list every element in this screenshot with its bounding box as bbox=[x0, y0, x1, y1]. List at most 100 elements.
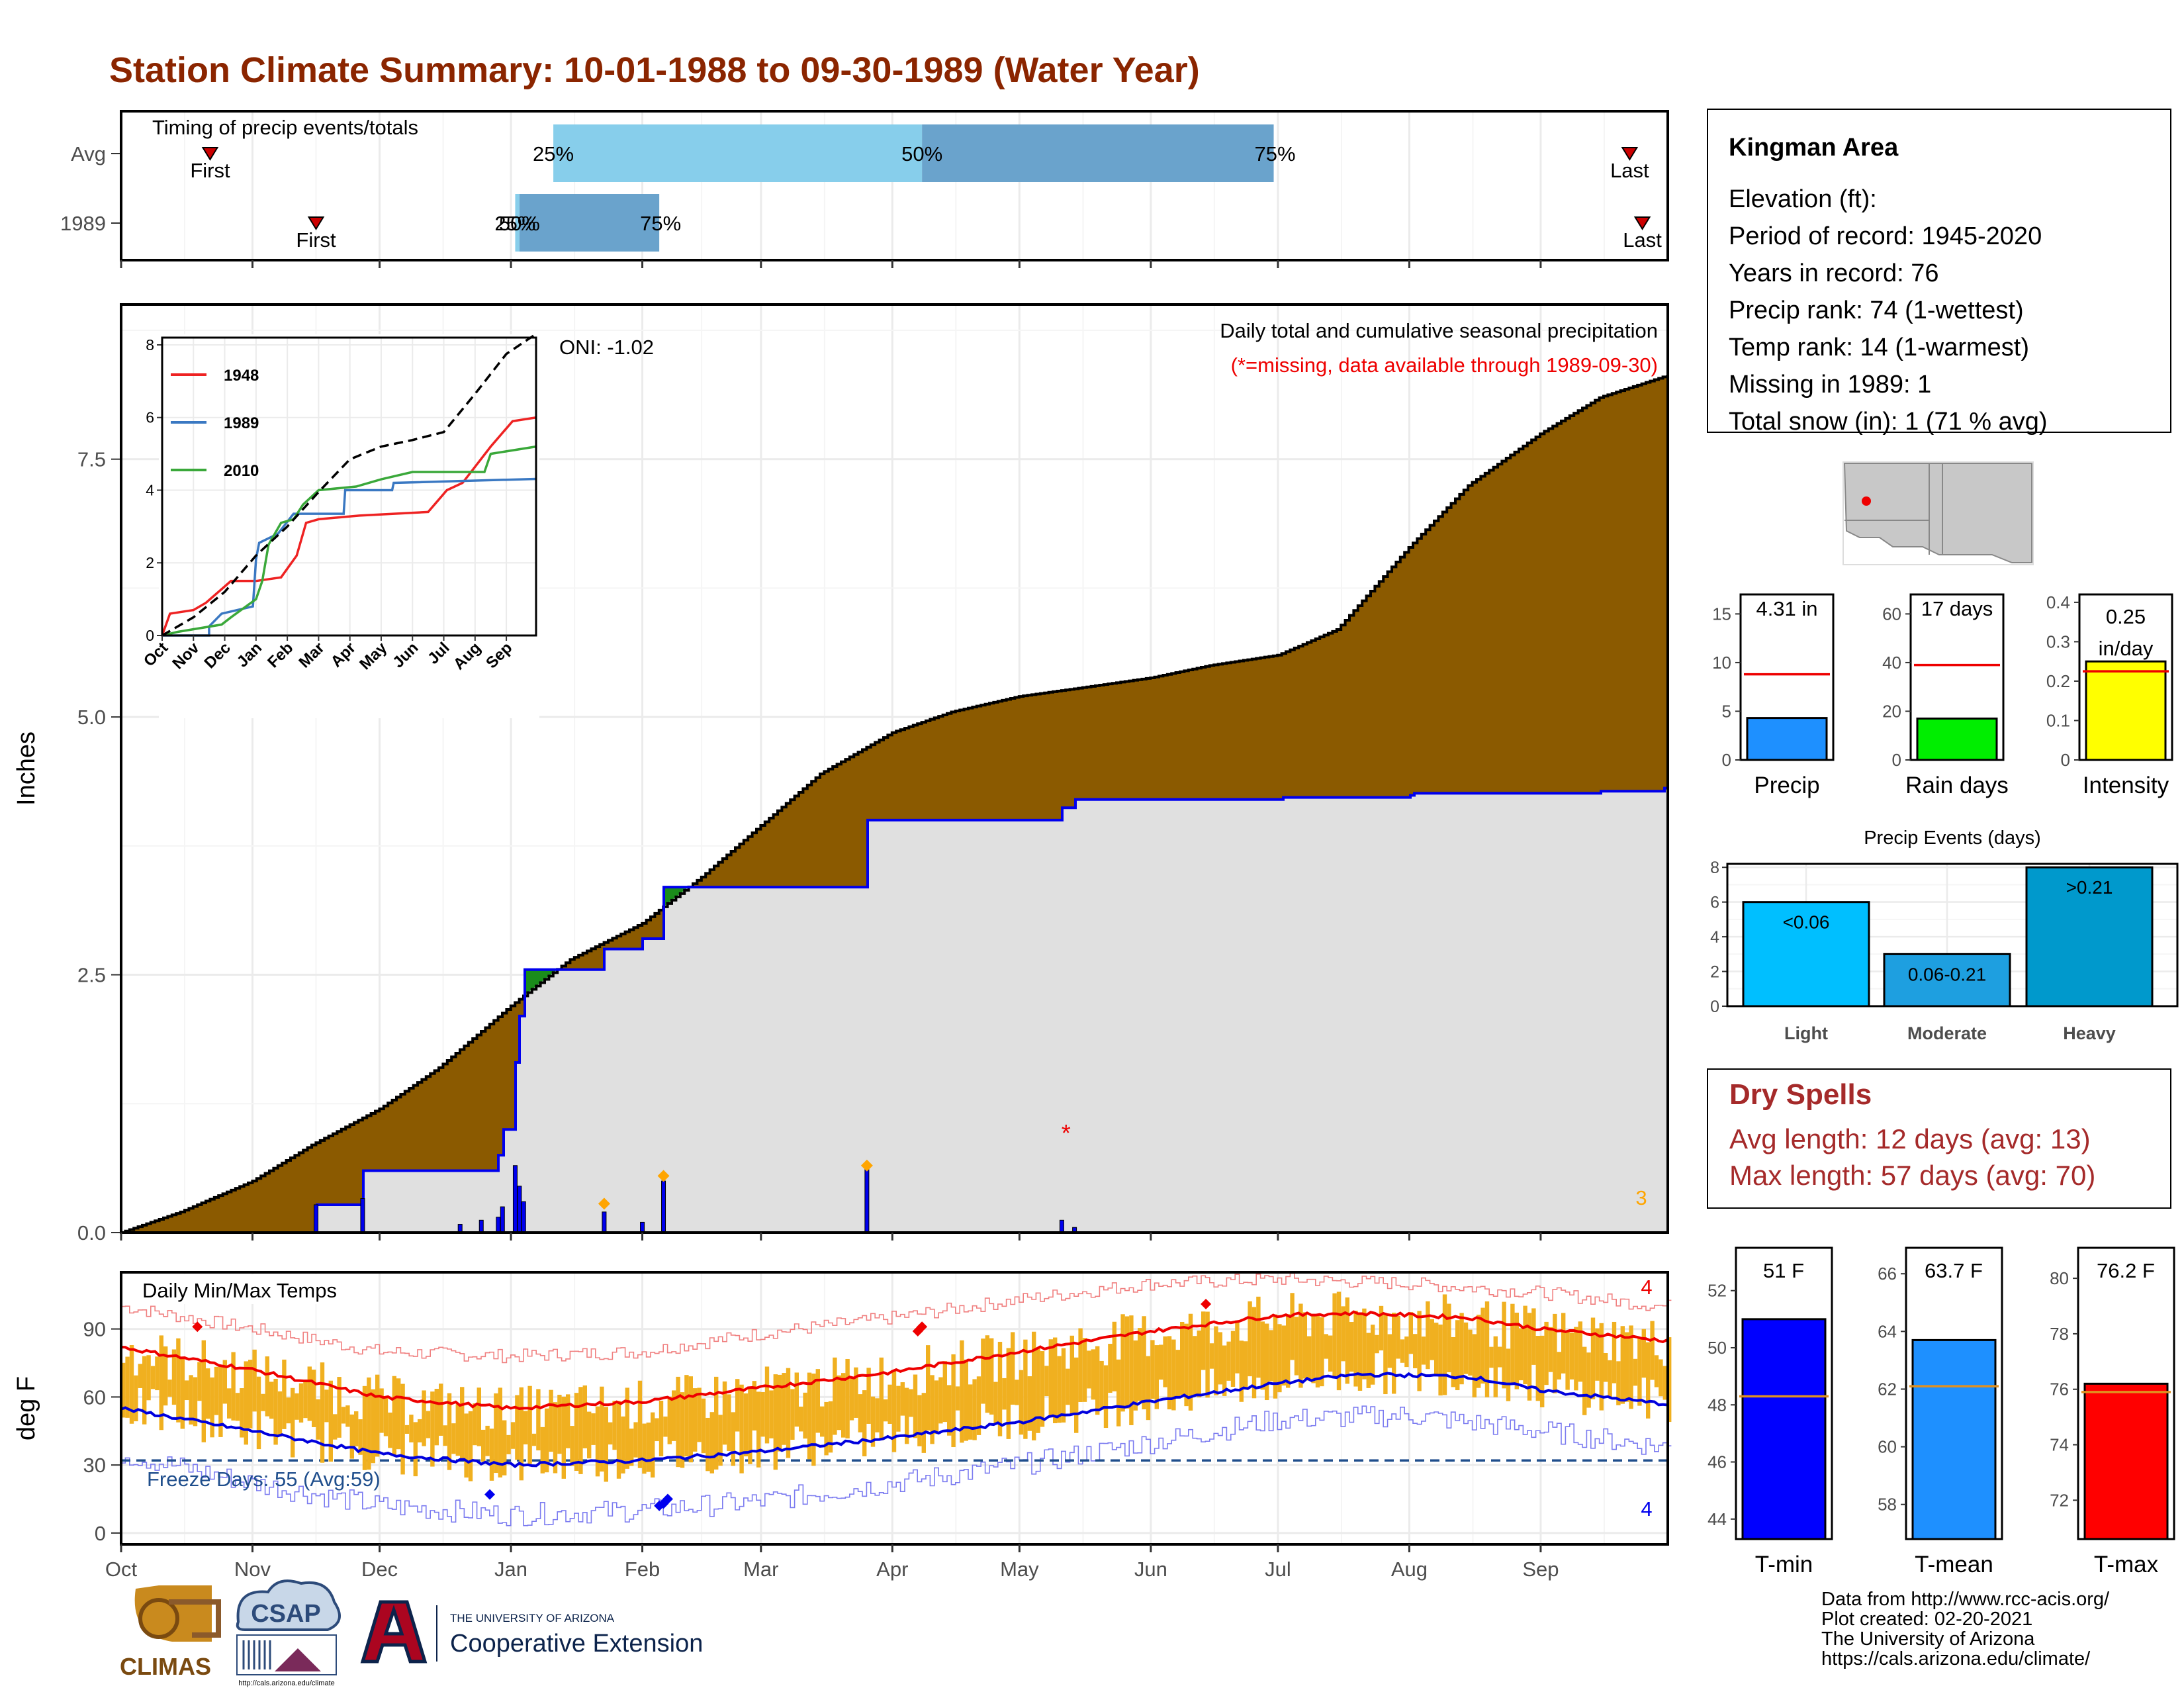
station-box-border bbox=[1707, 109, 2171, 433]
daily-temp-bar bbox=[1201, 1311, 1206, 1370]
daily-temp-bar bbox=[1154, 1345, 1159, 1409]
daily-temp-bar bbox=[1502, 1301, 1506, 1389]
temp-border bbox=[120, 1271, 1669, 1546]
daily-temp-bar bbox=[1620, 1326, 1625, 1404]
station-info-line: Missing in 1989: 1 bbox=[1729, 371, 1931, 399]
daily-temp-bar bbox=[540, 1427, 545, 1474]
daily-temp-bar bbox=[1040, 1351, 1045, 1427]
timing-first-marker bbox=[201, 147, 219, 161]
daily-temp-bar bbox=[328, 1380, 333, 1462]
daily-temp-bar bbox=[637, 1380, 643, 1468]
daily-temp-bar bbox=[1142, 1316, 1146, 1410]
daily-temp-bar bbox=[748, 1387, 752, 1464]
inset-background bbox=[159, 334, 539, 718]
daily-temp-bar bbox=[1498, 1346, 1502, 1368]
daily-temp-bar bbox=[185, 1380, 189, 1401]
station-info-line: Temp rank: 14 (1-warmest) bbox=[1729, 334, 2029, 361]
daily-temp-bar bbox=[176, 1338, 181, 1423]
sbar-1-ytick-label: 20 bbox=[1882, 701, 1901, 721]
daily-temp-bar bbox=[426, 1411, 431, 1438]
temp-xtick-label: Jun bbox=[1134, 1558, 1167, 1581]
daily-temp-bar bbox=[997, 1342, 1003, 1436]
map-region bbox=[1843, 463, 2032, 563]
daily-temp-bar bbox=[277, 1391, 283, 1437]
daily-temp-bar bbox=[633, 1422, 638, 1458]
daily-temp-bar bbox=[778, 1374, 782, 1452]
temp-ytick-label: 0 bbox=[95, 1522, 106, 1545]
sbar-1-ytick-label: 40 bbox=[1882, 653, 1901, 673]
daily-temp-bar bbox=[214, 1366, 219, 1415]
daily-temp-bar bbox=[764, 1366, 770, 1444]
daily-temp-bar bbox=[1574, 1327, 1578, 1391]
daily-temp-bar bbox=[870, 1396, 876, 1447]
climas-logo-ring bbox=[138, 1598, 179, 1639]
daily-temp-bar bbox=[418, 1419, 422, 1443]
daily-temp-bar bbox=[1269, 1330, 1273, 1382]
daily-temp-bar bbox=[1066, 1368, 1070, 1405]
precip-ylabel: Inches bbox=[13, 731, 40, 806]
daily-temp-bar bbox=[1307, 1336, 1312, 1381]
tbar-1-ytick-label: 58 bbox=[1878, 1495, 1897, 1515]
daily-precip-bar bbox=[661, 1180, 666, 1233]
daily-temp-bar bbox=[1138, 1328, 1142, 1401]
footer-line: The University of Arizona bbox=[1821, 1628, 2035, 1650]
daily-temp-bar bbox=[240, 1388, 244, 1438]
daily-temp-bar bbox=[697, 1387, 702, 1442]
timing-q50-label: 50% bbox=[901, 142, 942, 165]
daily-temp-bar bbox=[142, 1356, 147, 1425]
precip-ytick-label: 2.5 bbox=[77, 964, 106, 987]
daily-temp-bar bbox=[1248, 1301, 1252, 1377]
daily-temp-bar bbox=[1332, 1293, 1337, 1378]
inset-line-Avg bbox=[161, 333, 537, 637]
daily-temp-bar bbox=[519, 1387, 523, 1481]
daily-temp-bar bbox=[1489, 1346, 1494, 1368]
sbar-1-bar bbox=[1916, 718, 1998, 761]
tbar-1-name: T-mean bbox=[1915, 1552, 1993, 1577]
daily-temp-bar bbox=[1023, 1339, 1028, 1439]
events-ytick-label: 2 bbox=[1710, 963, 1719, 982]
daily-temp-bar bbox=[447, 1393, 452, 1470]
daily-temp-bar bbox=[951, 1354, 956, 1448]
timing-q25-label: 25% bbox=[533, 142, 574, 165]
temp-xtick-label: Feb bbox=[625, 1558, 660, 1581]
daily-temp-bar bbox=[349, 1414, 354, 1459]
daily-temp-bar bbox=[180, 1358, 185, 1429]
timing-last-marker bbox=[1621, 147, 1639, 161]
daily-temp-bar bbox=[1463, 1322, 1469, 1374]
temp-xtick-label: May bbox=[1000, 1558, 1039, 1581]
daily-temp-bar bbox=[1379, 1305, 1384, 1351]
precip-events-chart: Precip Events (days) 0 2 4 6 8 <0.06 Light 0.06-… bbox=[1710, 827, 2179, 1043]
daily-temp-bar bbox=[1184, 1323, 1189, 1407]
daily-temp-bar bbox=[125, 1356, 130, 1418]
timing-q50-label: 50% bbox=[499, 212, 540, 235]
daily-temp-bar bbox=[1091, 1349, 1095, 1400]
missing-note: (*=missing, data available through 1989-… bbox=[1231, 353, 1658, 377]
daily-temp-bar bbox=[659, 1401, 664, 1456]
daily-temp-bar bbox=[295, 1393, 299, 1420]
observed-cumulative-area bbox=[121, 788, 1668, 1233]
daily-temp-bar bbox=[684, 1375, 689, 1457]
daily-temp-bar bbox=[891, 1370, 897, 1452]
daily-temp-bar bbox=[1625, 1332, 1629, 1402]
daily-temp-bar bbox=[430, 1391, 435, 1467]
daily-temp-bar bbox=[1383, 1314, 1388, 1395]
daily-temp-bar bbox=[672, 1390, 676, 1441]
daily-temp-bar bbox=[964, 1359, 968, 1441]
daily-temp-bar bbox=[709, 1412, 714, 1474]
daily-temp-bar bbox=[815, 1369, 820, 1433]
daily-temp-bar bbox=[494, 1393, 498, 1474]
daily-temp-bar bbox=[210, 1377, 214, 1438]
daily-temp-bar bbox=[1371, 1325, 1375, 1385]
sbar-2-bar bbox=[2085, 660, 2167, 761]
temp-panel-label: Daily Min/Max Temps bbox=[142, 1279, 337, 1302]
daily-temp-bar bbox=[756, 1391, 761, 1468]
daily-temp-bar bbox=[1315, 1315, 1320, 1388]
daily-temp-bar bbox=[1218, 1332, 1222, 1385]
daily-temp-bar bbox=[129, 1344, 134, 1424]
daily-temp-bar bbox=[1120, 1314, 1125, 1412]
daily-temp-bar bbox=[1438, 1324, 1443, 1396]
daily-temp-bar bbox=[337, 1377, 341, 1438]
daily-temp-bar bbox=[1599, 1323, 1604, 1411]
daily-temp-bar bbox=[1273, 1314, 1278, 1399]
daily-temp-bar bbox=[409, 1415, 414, 1442]
